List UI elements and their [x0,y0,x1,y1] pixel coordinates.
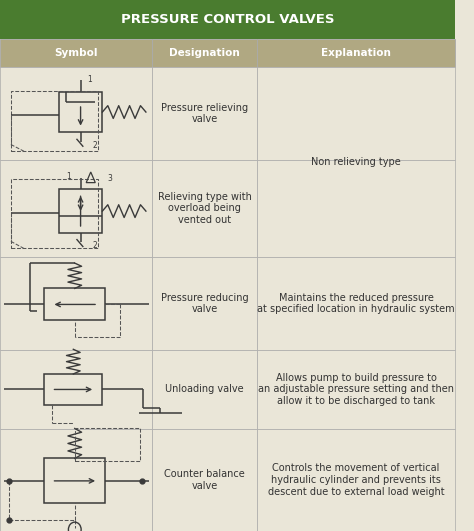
Bar [257,257,455,350]
Bar [257,429,455,531]
Text: Maintains the reduced pressure
at specified location in hydraulic system: Maintains the reduced pressure at specif… [257,293,455,314]
Bar [59,92,102,132]
Text: Pressure relieving
valve: Pressure relieving valve [161,102,248,124]
Bar [11,179,98,249]
Text: 3: 3 [107,174,112,183]
Bar [257,350,455,429]
Text: 1: 1 [87,75,91,84]
Text: Non relieving type: Non relieving type [311,157,401,167]
Text: 2: 2 [93,241,98,250]
Bar [153,350,257,429]
Bar [0,429,153,531]
Text: Symbol: Symbol [55,48,98,58]
Bar [0,39,153,67]
Bar [257,160,455,257]
Bar [0,0,455,39]
Bar [11,91,98,151]
Bar [257,39,455,67]
Bar [153,429,257,531]
Text: Designation: Designation [169,48,240,58]
Text: Pressure reducing
valve: Pressure reducing valve [161,293,248,314]
Bar [153,257,257,350]
Bar [0,160,153,257]
Text: Allows pump to build pressure to
an adjustable pressure setting and then
allow i: Allows pump to build pressure to an adju… [258,373,454,406]
Bar [257,67,455,160]
Bar [153,67,257,160]
Bar [59,189,102,233]
Text: Explanation: Explanation [321,48,391,58]
Bar [0,67,153,160]
Bar [44,288,105,320]
Bar [0,350,153,429]
Bar [44,374,102,405]
Bar [75,429,140,461]
Text: 1: 1 [66,172,72,181]
Bar [0,257,153,350]
Text: Relieving type with
overload being
vented out: Relieving type with overload being vente… [158,192,252,225]
Text: PRESSURE CONTROL VALVES: PRESSURE CONTROL VALVES [121,13,334,26]
Bar [44,458,105,503]
Text: Unloading valve: Unloading valve [165,384,244,395]
Text: Counter balance
valve: Counter balance valve [164,469,245,491]
Bar [153,160,257,257]
Bar [153,39,257,67]
Text: 2: 2 [93,141,98,150]
Text: Controls the movement of vertical
hydraulic cylinder and prevents its
descent du: Controls the movement of vertical hydrau… [268,464,445,496]
